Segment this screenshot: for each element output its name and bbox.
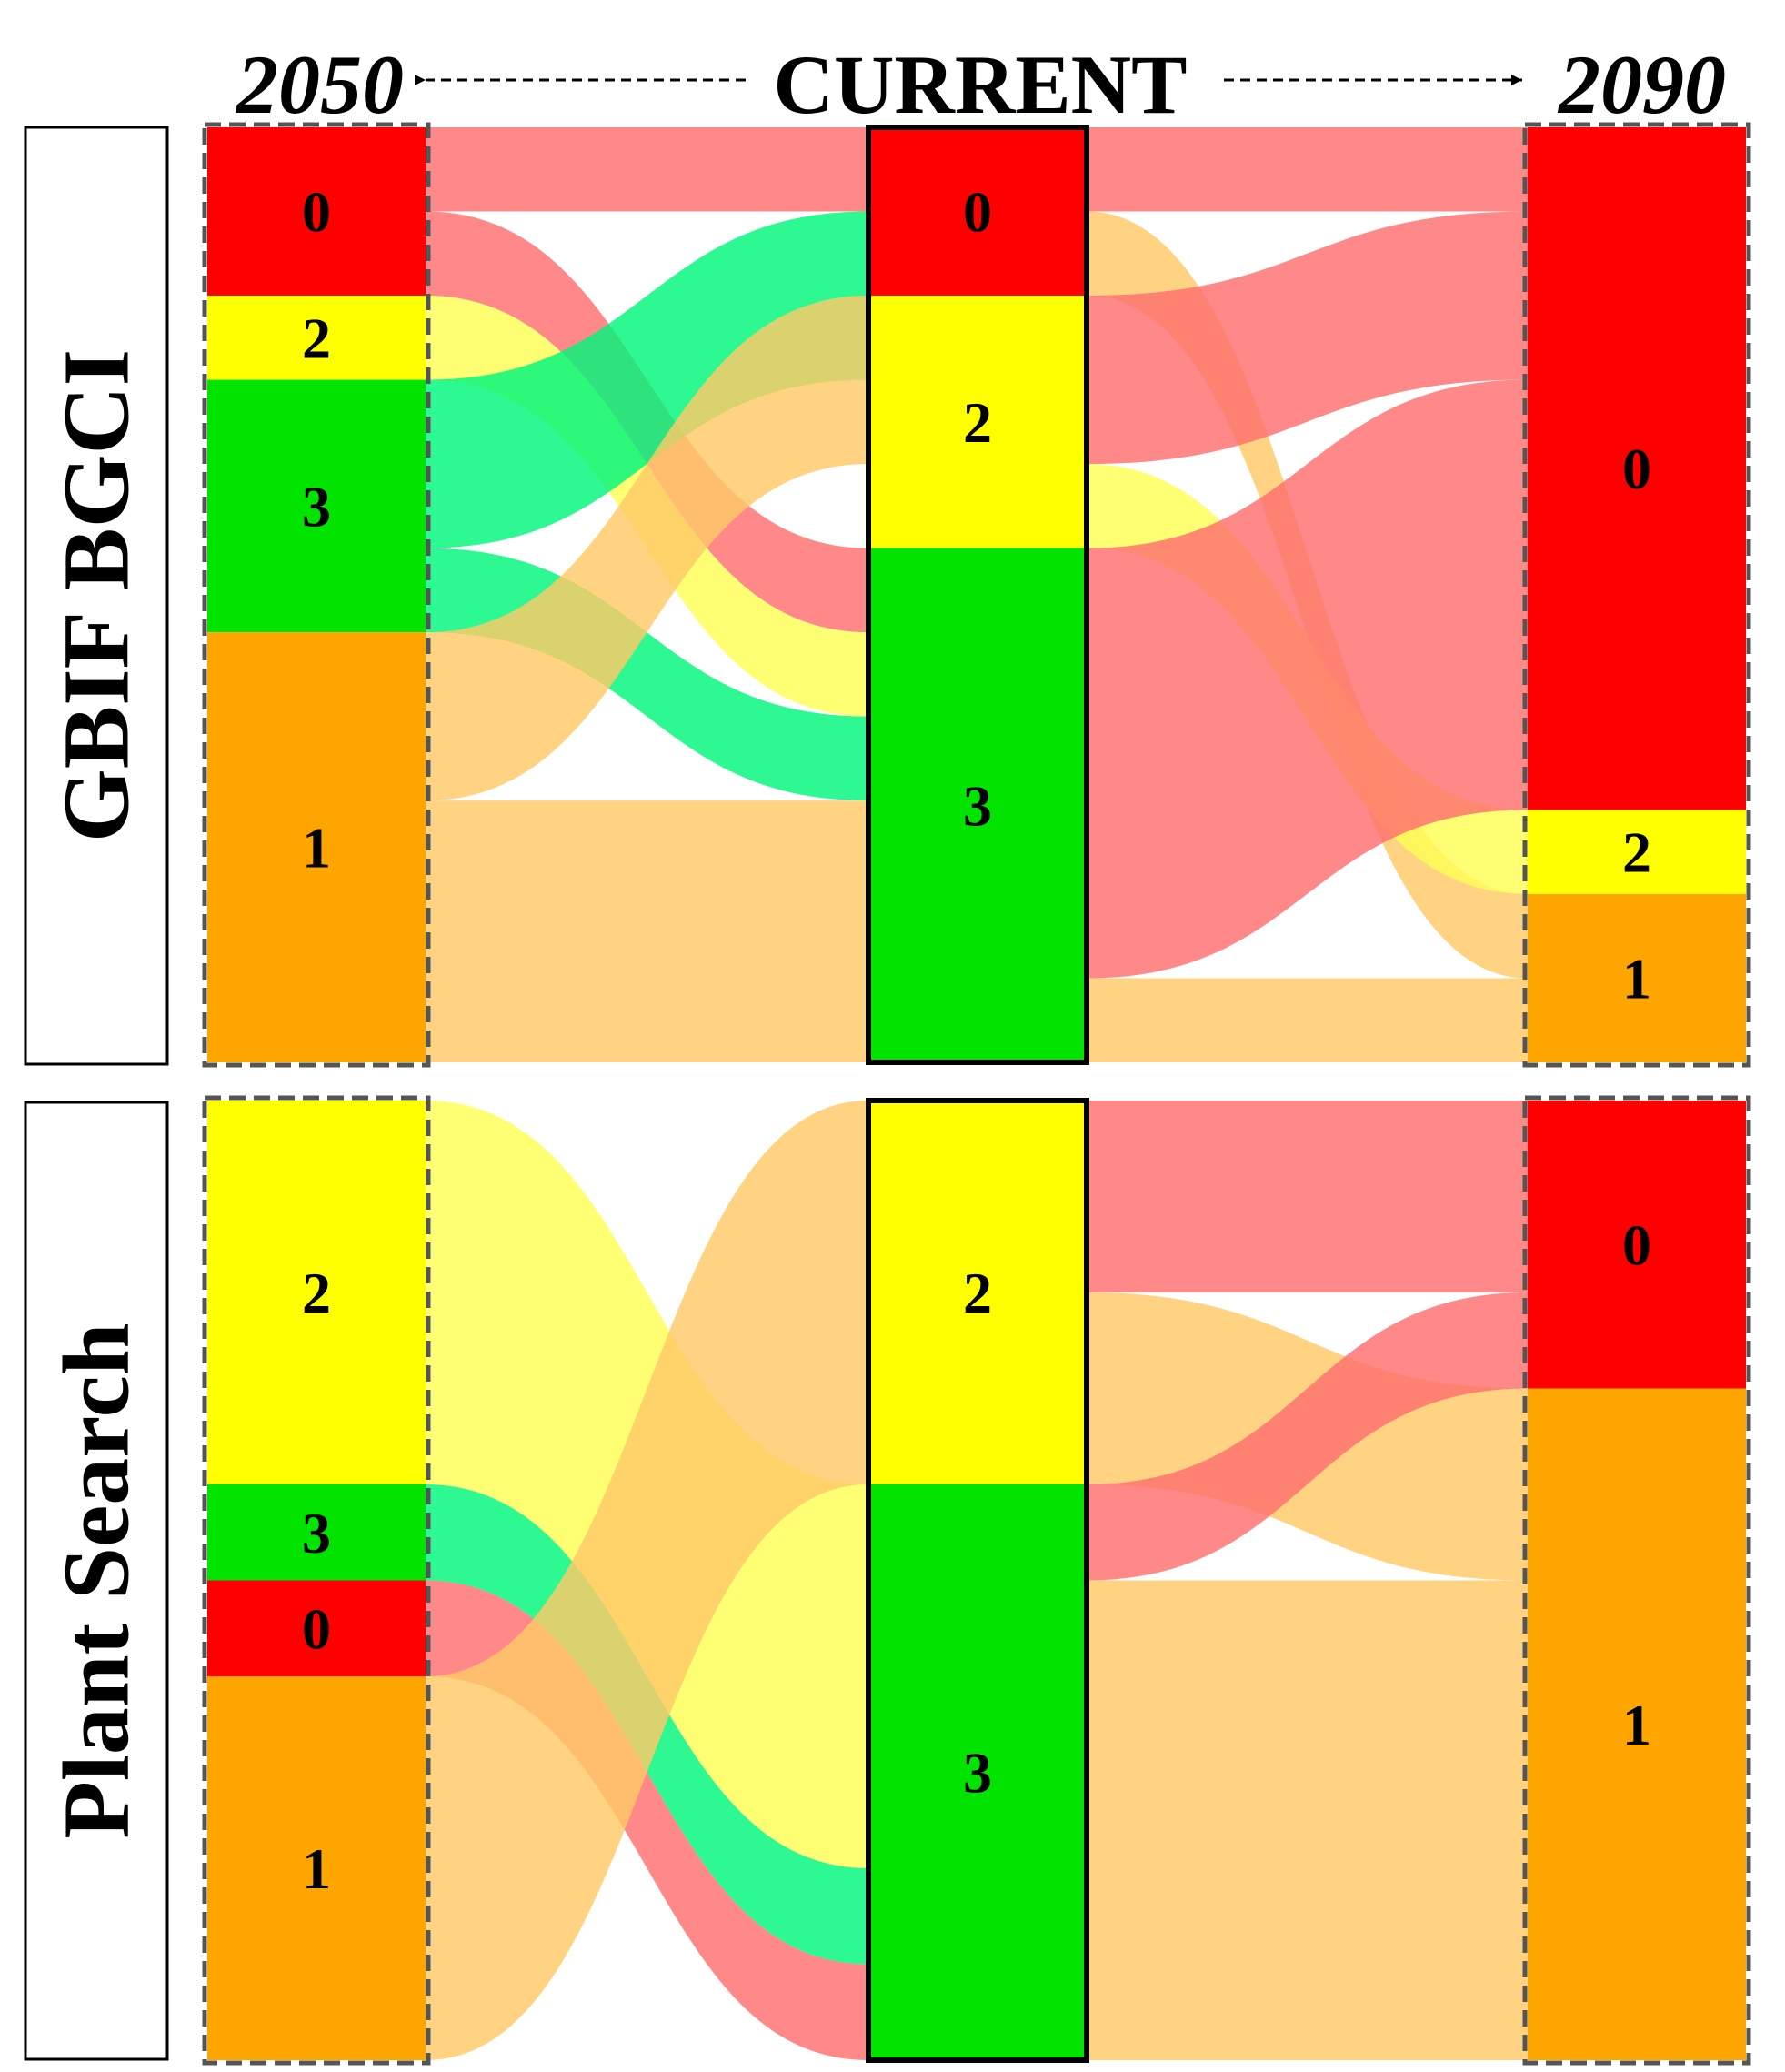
- node-2090-cat-0: [1528, 127, 1746, 810]
- node-2050-cat-3: [207, 1484, 426, 1581]
- column-current: 23: [866, 1098, 1089, 2063]
- node-2090-cat-0: [1528, 1101, 1746, 1389]
- node-2050-cat-2: [207, 1101, 426, 1484]
- node-label: 2: [1622, 820, 1651, 885]
- node-label: 2: [963, 390, 992, 455]
- flows: [426, 1101, 1528, 2060]
- node-label: 0: [302, 1596, 331, 1661]
- column-2090: 0 2 1: [1522, 122, 1751, 1068]
- header-year-2090: 2090: [1557, 38, 1726, 131]
- node-current-cat-3: [868, 548, 1087, 1062]
- column-2050: 2 3 0 1: [202, 1095, 431, 2066]
- node-label: 2: [963, 1261, 992, 1325]
- column-2050-dashed-border: [202, 1095, 431, 2066]
- flow-right-0-to-0: [1087, 127, 1528, 212]
- node-label: 0: [1622, 437, 1651, 501]
- row-label-box: [24, 1101, 169, 2061]
- node-current-cat-0: [868, 127, 1087, 297]
- flow-left-1-to-2: [426, 1101, 868, 2060]
- column-2050-dashed-border: [202, 122, 431, 1068]
- node-2050-cat-3: [207, 379, 426, 633]
- node-label: 0: [302, 180, 331, 245]
- node-current-cat-2: [868, 296, 1087, 548]
- panel-gbif-bgci: GBIF BGCI 0 2 3 1 0 2 3 0 2 1: [24, 122, 1751, 1068]
- node-label: 3: [302, 474, 331, 538]
- row-label-box: [24, 126, 169, 1066]
- node-current-cat-3: [868, 1484, 1087, 2060]
- node-label: 0: [963, 180, 992, 245]
- header-year-2050: 2050: [235, 38, 404, 131]
- node-2050-cat-0: [207, 127, 426, 297]
- node-label: 0: [1622, 1212, 1651, 1277]
- column-2050: 0 2 3 1: [202, 122, 431, 1068]
- flow-left-0-to-0: [426, 127, 868, 212]
- flow-right-2-to-0: [1087, 1101, 1528, 1292]
- node-current-cat-2: [868, 1101, 1087, 1484]
- node-label: 1: [302, 816, 331, 880]
- current-column-border: [866, 125, 1089, 1065]
- flow-left-1-to-3: [426, 800, 868, 1062]
- node-label: 3: [963, 1741, 992, 1805]
- header-current: CURRENT: [774, 38, 1188, 131]
- flow-right-2-to-0: [1087, 211, 1528, 465]
- node-label: 1: [302, 1836, 331, 1901]
- flow-left-3-to-0: [426, 211, 868, 548]
- node-label: 1: [1622, 1693, 1651, 1757]
- current-column-border: [866, 1098, 1089, 2063]
- flow-right-3-to-1: [1087, 978, 1528, 1062]
- node-2050-cat-1: [207, 1676, 426, 2060]
- column-2090-dashed-border: [1522, 122, 1751, 1068]
- column-2090-dashed-border: [1522, 1095, 1751, 2066]
- node-label: 2: [302, 1261, 331, 1325]
- node-2090-cat-1: [1528, 1388, 1746, 2060]
- row-label: GBIF BGCI: [45, 349, 149, 842]
- node-2050-cat-0: [207, 1580, 426, 1676]
- flow-right-3-to-1: [1087, 1580, 1528, 2060]
- node-label: 3: [963, 773, 992, 838]
- flow-right-3-to-0: [1087, 379, 1528, 979]
- node-2090-cat-1: [1528, 893, 1746, 1062]
- node-2090-cat-2: [1528, 810, 1746, 894]
- flows: [426, 127, 1528, 1062]
- row-label: Plant Search: [45, 1323, 149, 1838]
- node-2050-cat-2: [207, 296, 426, 380]
- flow-right-3-to-0: [1087, 1292, 1528, 1581]
- header: 2050 CURRENT 2090: [235, 38, 1726, 131]
- node-label: 2: [302, 306, 331, 370]
- node-label: 3: [302, 1501, 331, 1565]
- column-current: 0 2 3: [866, 125, 1089, 1065]
- flow-left-1-to-2: [426, 296, 868, 801]
- column-2090: 01: [1522, 1095, 1751, 2066]
- node-label: 1: [1622, 946, 1651, 1011]
- node-2050-cat-1: [207, 632, 426, 1062]
